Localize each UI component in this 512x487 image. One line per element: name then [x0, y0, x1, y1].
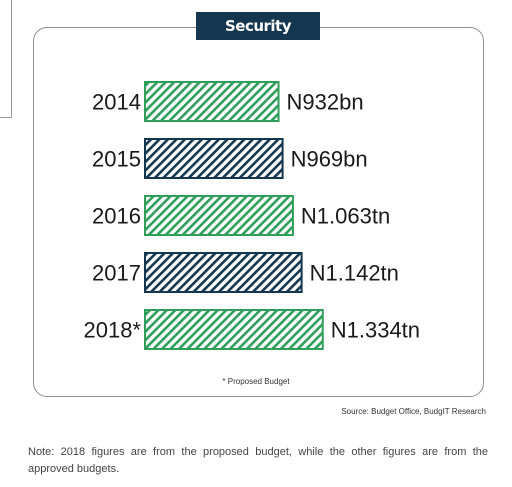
- bar-2014: [144, 81, 280, 122]
- category-label: 2015: [92, 147, 141, 172]
- category-label: 2017: [92, 261, 141, 286]
- bar-2018: [144, 309, 324, 350]
- value-label: N969bn: [291, 147, 368, 172]
- chart-title: Security Budget: [196, 12, 320, 63]
- proposed-budget-footnote: * Proposed Budget: [222, 377, 290, 386]
- bar-2016: [144, 195, 294, 236]
- note-text: Note: 2018 figures are from the proposed…: [28, 446, 488, 475]
- value-label: N932bn: [287, 90, 364, 115]
- page-edge-divider: [0, 0, 12, 118]
- bar-2017: [144, 252, 303, 293]
- source-text: Source: Budget Office, BudgIT Research: [341, 407, 486, 416]
- category-label: 2018*: [83, 318, 141, 343]
- category-label: 2014: [92, 90, 141, 115]
- bar-2015: [144, 138, 284, 179]
- category-label: 2016: [92, 204, 141, 229]
- value-label: N1.063tn: [301, 204, 390, 229]
- value-label: N1.334tn: [331, 318, 420, 343]
- value-label: N1.142tn: [310, 261, 399, 286]
